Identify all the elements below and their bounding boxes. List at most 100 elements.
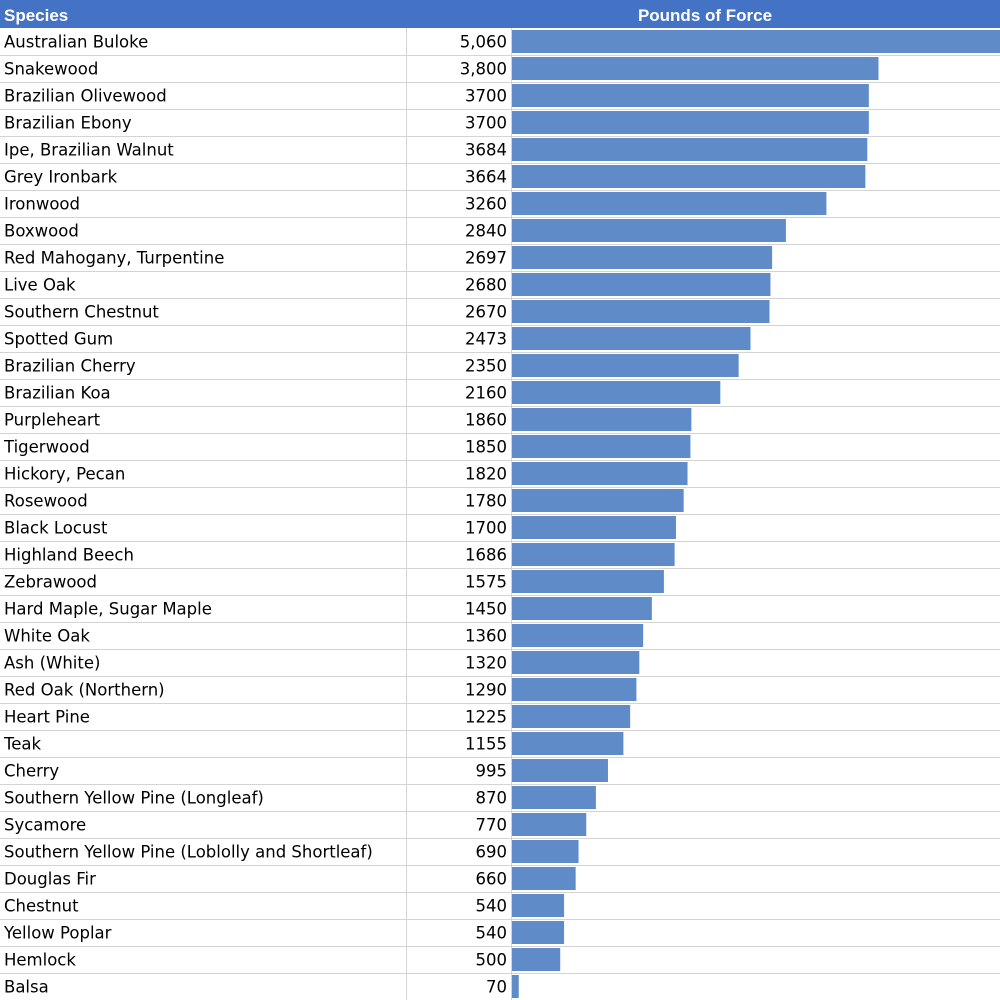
species-name-cell[interactable]: Sycamore	[4, 816, 86, 835]
value-cell[interactable]: 2840	[465, 222, 507, 241]
value-cell[interactable]: 690	[476, 843, 508, 862]
value-cell[interactable]: 3260	[465, 195, 507, 214]
bar	[512, 354, 739, 377]
value-cell[interactable]: 1290	[465, 681, 507, 700]
value-cell[interactable]: 3700	[465, 114, 507, 133]
bar	[512, 543, 675, 566]
bar	[512, 516, 676, 539]
value-cell[interactable]: 1575	[465, 573, 507, 592]
species-name-cell[interactable]: Douglas Fir	[4, 870, 96, 889]
species-name-cell[interactable]: Highland Beech	[4, 546, 134, 565]
bar	[512, 678, 637, 701]
value-cell[interactable]: 1450	[465, 600, 507, 619]
bar	[512, 138, 868, 161]
value-cell[interactable]: 1780	[465, 492, 507, 511]
species-name-cell[interactable]: Teak	[3, 735, 42, 754]
value-cell[interactable]: 1225	[465, 708, 507, 727]
bar	[512, 273, 771, 296]
value-cell[interactable]: 995	[476, 762, 508, 781]
value-cell[interactable]: 1360	[465, 627, 507, 646]
bar	[512, 327, 751, 350]
species-name-cell[interactable]: Rosewood	[4, 492, 88, 511]
species-name-cell[interactable]: Hard Maple, Sugar Maple	[4, 600, 212, 619]
value-cell[interactable]: 1155	[465, 735, 507, 754]
species-name-cell[interactable]: Red Mahogany, Turpentine	[4, 249, 224, 268]
bar	[512, 597, 652, 620]
species-name-cell[interactable]: Chestnut	[4, 897, 79, 916]
species-name-cell[interactable]: Ironwood	[4, 195, 80, 214]
species-name-cell[interactable]: Snakewood	[4, 60, 98, 79]
species-name-cell[interactable]: Southern Yellow Pine (Longleaf)	[4, 789, 264, 808]
value-cell[interactable]: 500	[476, 951, 508, 970]
value-cell[interactable]: 5,060	[460, 33, 507, 52]
value-cell[interactable]: 3664	[465, 168, 507, 187]
bar	[512, 489, 684, 512]
species-name-cell[interactable]: Boxwood	[4, 222, 79, 241]
bar	[512, 786, 596, 809]
species-name-cell[interactable]: Red Oak (Northern)	[4, 681, 165, 700]
species-name-cell[interactable]: Black Locust	[4, 519, 108, 538]
species-name-cell[interactable]: Cherry	[4, 762, 59, 781]
value-cell[interactable]: 1850	[465, 438, 507, 457]
species-name-cell[interactable]: Live Oak	[4, 276, 76, 295]
value-cell[interactable]: 3684	[465, 141, 507, 160]
species-name-cell[interactable]: White Oak	[4, 627, 90, 646]
species-name-cell[interactable]: Southern Yellow Pine (Loblolly and Short…	[4, 843, 373, 862]
value-cell[interactable]: 2473	[465, 330, 507, 349]
value-cell[interactable]: 1860	[465, 411, 507, 430]
value-cell[interactable]: 2350	[465, 357, 507, 376]
species-name-cell[interactable]: Ash (White)	[4, 654, 100, 673]
value-cell[interactable]: 2680	[465, 276, 507, 295]
species-name-cell[interactable]: Spotted Gum	[4, 330, 113, 349]
value-cell[interactable]: 770	[476, 816, 508, 835]
value-cell[interactable]: 660	[476, 870, 508, 889]
data-bars	[512, 30, 1000, 998]
bar	[512, 408, 692, 431]
value-cell[interactable]: 3,800	[460, 60, 507, 79]
value-cell[interactable]: 2160	[465, 384, 507, 403]
bar	[512, 435, 691, 458]
bar	[512, 192, 827, 215]
species-name-cell[interactable]: Brazilian Ebony	[4, 114, 132, 133]
species-column-header[interactable]: Species	[4, 6, 68, 25]
value-cell[interactable]: 870	[476, 789, 508, 808]
value-cell[interactable]: 3700	[465, 87, 507, 106]
species-name-cell[interactable]: Ipe, Brazilian Walnut	[4, 141, 174, 160]
bar	[512, 462, 688, 485]
bar	[512, 732, 624, 755]
value-cell[interactable]: 1320	[465, 654, 507, 673]
value-cell[interactable]: 540	[476, 897, 508, 916]
species-name-cell[interactable]: Tigerwood	[3, 438, 90, 457]
species-name-cell[interactable]: Australian Buloke	[4, 33, 148, 52]
value-cell[interactable]: 70	[486, 978, 507, 997]
value-cell[interactable]: 2670	[465, 303, 507, 322]
bar	[512, 57, 879, 80]
bar	[512, 759, 608, 782]
species-name-cell[interactable]: Brazilian Koa	[4, 384, 111, 403]
bar	[512, 651, 640, 674]
value-cell[interactable]: 1820	[465, 465, 507, 484]
pounds-of-force-column-header[interactable]: Pounds of Force	[638, 6, 772, 25]
species-name-cell[interactable]: Brazilian Cherry	[4, 357, 136, 376]
bar	[512, 300, 770, 323]
species-name-cell[interactable]: Balsa	[4, 978, 49, 997]
species-name-cell[interactable]: Hemlock	[4, 951, 76, 970]
value-cell[interactable]: 540	[476, 924, 508, 943]
bar	[512, 705, 631, 728]
bar	[512, 165, 866, 188]
species-name-cell[interactable]: Heart Pine	[4, 708, 90, 727]
value-cell[interactable]: 1686	[465, 546, 507, 565]
value-cell[interactable]: 1700	[465, 519, 507, 538]
species-name-cell[interactable]: Grey Ironbark	[4, 168, 118, 187]
species-name-cell[interactable]: Purpleheart	[4, 411, 101, 430]
value-cell[interactable]: 2697	[465, 249, 507, 268]
bar	[512, 111, 869, 134]
species-name-cell[interactable]: Yellow Poplar	[3, 924, 112, 943]
bar	[512, 975, 519, 998]
bar	[512, 840, 579, 863]
species-name-cell[interactable]: Zebrawood	[4, 573, 97, 592]
species-name-cell[interactable]: Southern Chestnut	[4, 303, 159, 322]
species-name-cell[interactable]: Brazilian Olivewood	[4, 87, 167, 106]
species-name-cell[interactable]: Hickory, Pecan	[4, 465, 125, 484]
